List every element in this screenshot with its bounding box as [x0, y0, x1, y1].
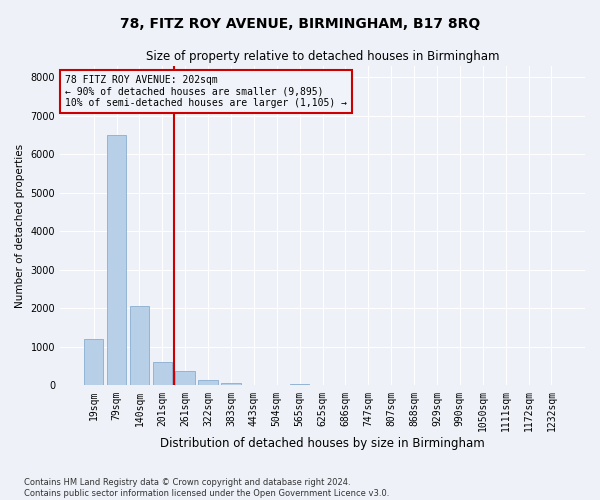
Title: Size of property relative to detached houses in Birmingham: Size of property relative to detached ho…	[146, 50, 499, 63]
Text: Contains HM Land Registry data © Crown copyright and database right 2024.
Contai: Contains HM Land Registry data © Crown c…	[24, 478, 389, 498]
Bar	[175, 371, 195, 386]
Text: 78, FITZ ROY AVENUE, BIRMINGHAM, B17 8RQ: 78, FITZ ROY AVENUE, BIRMINGHAM, B17 8RQ	[120, 18, 480, 32]
Bar	[107, 135, 126, 386]
Y-axis label: Number of detached properties: Number of detached properties	[15, 144, 25, 308]
Bar	[152, 362, 172, 386]
Bar	[84, 339, 103, 386]
X-axis label: Distribution of detached houses by size in Birmingham: Distribution of detached houses by size …	[160, 437, 485, 450]
Text: 78 FITZ ROY AVENUE: 202sqm
← 90% of detached houses are smaller (9,895)
10% of s: 78 FITZ ROY AVENUE: 202sqm ← 90% of deta…	[65, 75, 347, 108]
Bar	[130, 306, 149, 386]
Bar	[199, 380, 218, 386]
Bar	[290, 384, 310, 386]
Bar	[221, 383, 241, 386]
